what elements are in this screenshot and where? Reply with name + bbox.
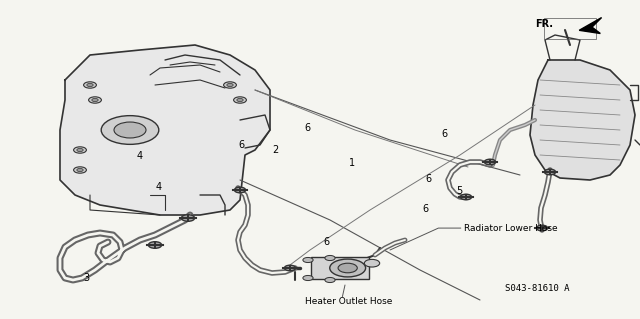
Circle shape (545, 169, 556, 175)
Circle shape (536, 225, 548, 231)
Polygon shape (530, 60, 635, 180)
Text: S043-81610 A: S043-81610 A (506, 284, 570, 293)
Text: 5: 5 (456, 186, 463, 197)
Circle shape (148, 242, 162, 248)
Circle shape (77, 148, 83, 152)
Circle shape (284, 265, 296, 271)
Circle shape (88, 97, 101, 103)
Circle shape (74, 147, 86, 153)
Circle shape (325, 256, 335, 261)
Circle shape (181, 215, 195, 221)
Circle shape (303, 257, 313, 263)
Bar (544, 18, 596, 39)
Text: Heater Outlet Hose: Heater Outlet Hose (305, 297, 392, 306)
Circle shape (84, 82, 97, 88)
Circle shape (484, 159, 495, 165)
Text: 6: 6 (239, 140, 245, 150)
Circle shape (234, 97, 246, 103)
Text: 6: 6 (426, 174, 432, 184)
Text: 6: 6 (304, 122, 310, 133)
Circle shape (87, 83, 93, 86)
Circle shape (460, 194, 472, 200)
Bar (311, 257, 369, 279)
Text: 6: 6 (422, 204, 429, 214)
Circle shape (227, 83, 233, 86)
Circle shape (364, 259, 380, 267)
Circle shape (325, 278, 335, 283)
Text: Radiator Lower Hose: Radiator Lower Hose (464, 224, 557, 233)
Circle shape (77, 168, 83, 172)
Polygon shape (579, 18, 602, 33)
Text: 1: 1 (349, 158, 355, 168)
Text: 3: 3 (83, 272, 90, 283)
Circle shape (92, 98, 98, 101)
Text: 6: 6 (442, 129, 448, 139)
Text: 4: 4 (136, 151, 143, 161)
Circle shape (223, 82, 236, 88)
Polygon shape (60, 45, 270, 215)
Circle shape (338, 263, 357, 273)
Text: 4: 4 (156, 182, 162, 192)
Circle shape (101, 116, 159, 145)
Circle shape (237, 98, 243, 101)
Text: 6: 6 (323, 237, 330, 248)
Circle shape (330, 259, 365, 277)
Circle shape (114, 122, 146, 138)
Circle shape (234, 187, 246, 193)
Text: FR.: FR. (536, 19, 554, 29)
Circle shape (303, 275, 313, 280)
Text: 2: 2 (272, 145, 278, 155)
Circle shape (74, 167, 86, 173)
